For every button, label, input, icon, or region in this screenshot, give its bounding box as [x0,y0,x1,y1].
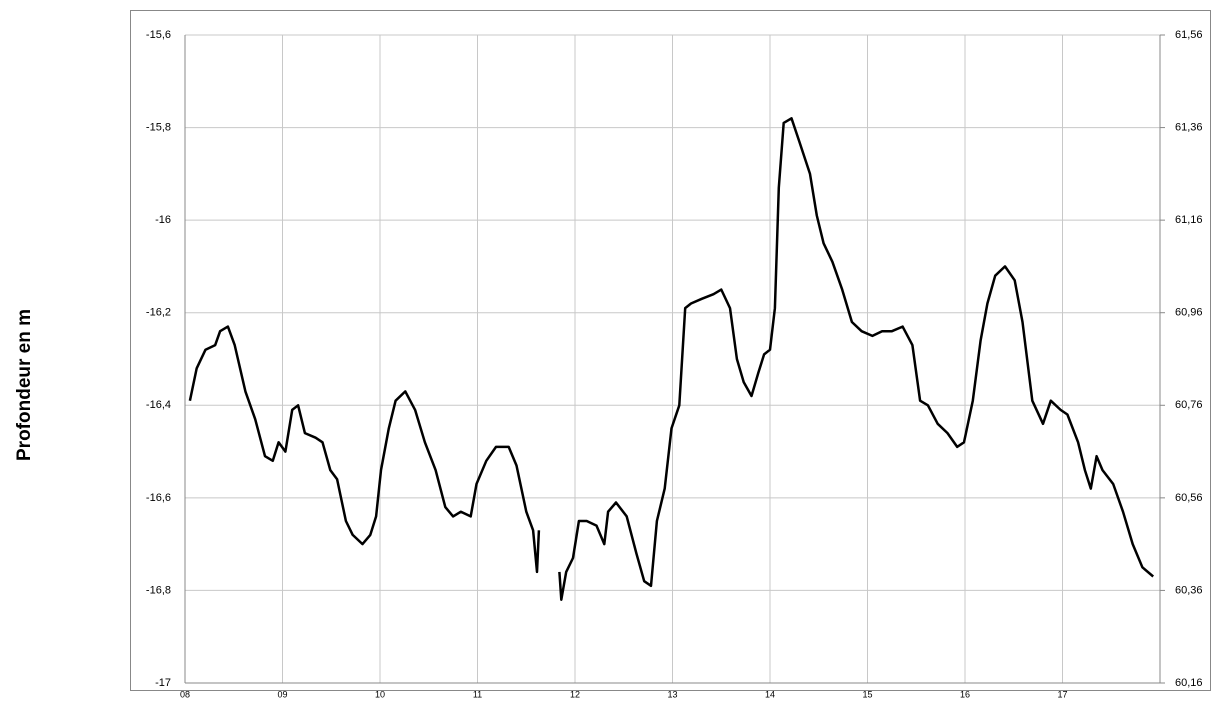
y2-tick-label: 60,36 [1175,584,1203,596]
y-axis-label: Profondeur en m [14,309,35,461]
y2-tick-label: 61,16 [1175,214,1203,226]
data-line [188,117,1155,601]
y-tick-label: -16,4 [146,399,171,411]
chart-frame [130,10,1211,691]
y-tick-label: -16,2 [146,307,171,319]
x-tick-label: 11 [473,689,482,699]
y2-tick-label: 60,96 [1175,307,1203,319]
y-tick-label: -16 [155,214,171,226]
x-tick-label: 16 [960,689,970,699]
x-tick-label: 17 [1057,689,1067,699]
x-tick-label: 14 [765,689,775,699]
x-tick-label: 15 [862,689,872,699]
y-tick-label: -16,6 [146,492,171,504]
x-tick-label: 10 [375,689,385,699]
y-tick-label: -16,8 [146,584,171,596]
y2-tick-label: 60,76 [1175,399,1203,411]
y-tick-label: -15,6 [146,29,171,41]
y2-tick-label: 60,56 [1175,492,1203,504]
x-tick-label: 13 [667,689,677,699]
y-tick-label: -15,8 [146,121,171,133]
y2-tick-label: 61,36 [1175,121,1203,133]
x-tick-label: 12 [570,689,580,699]
x-tick-label: 09 [277,689,287,699]
y-tick-label: -17 [155,677,171,689]
y2-tick-label: 61,56 [1175,29,1203,41]
x-tick-label: 08 [180,689,190,699]
y2-tick-label: 60,16 [1175,677,1203,689]
